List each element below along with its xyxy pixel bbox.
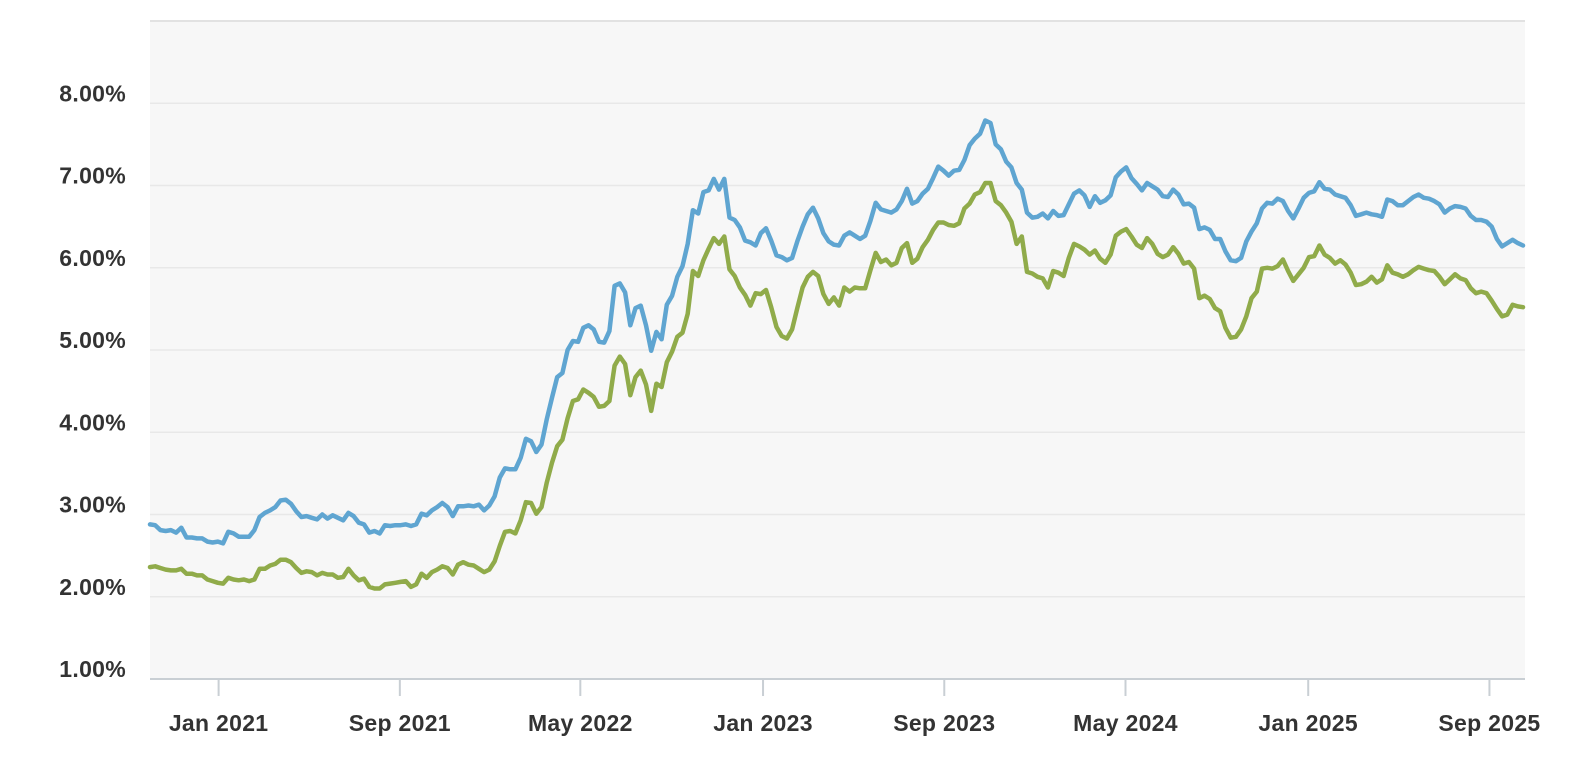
x-axis-tick-label: Sep 2023 [893, 710, 995, 736]
x-axis-tick-label: Jan 2021 [169, 710, 269, 736]
y-axis-tick-label: 2.00% [59, 574, 126, 600]
x-axis-tick-label: Jan 2023 [713, 710, 813, 736]
x-axis-tick-label: Jan 2025 [1258, 710, 1358, 736]
y-axis-tick-label: 3.00% [59, 492, 126, 518]
y-axis-tick-label: 4.00% [59, 409, 126, 435]
x-axis-tick-label: Sep 2021 [349, 710, 451, 736]
series-line-blue[interactable] [147, 118, 1526, 546]
x-axis-tick-label: Sep 2025 [1438, 710, 1540, 736]
y-axis-tick-label: 7.00% [59, 163, 126, 189]
x-axis-tick-label: May 2024 [1073, 710, 1178, 736]
series-line-green[interactable] [147, 180, 1526, 591]
y-axis-tick-label: 8.00% [59, 80, 126, 106]
x-axis-tick-label: May 2022 [528, 710, 633, 736]
y-axis-tick-label: 6.00% [59, 245, 126, 271]
y-axis-tick-label: 1.00% [59, 656, 126, 682]
y-axis-tick-label: 5.00% [59, 327, 126, 353]
